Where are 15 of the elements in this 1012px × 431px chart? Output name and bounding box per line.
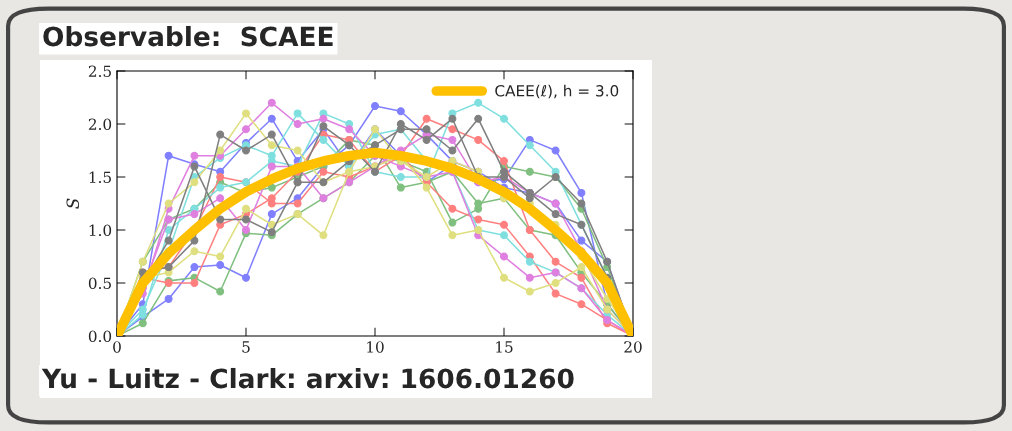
chart-title: Observable: SCAEE <box>43 25 333 47</box>
text: Yu - Luitz - Clark: arxiv: 1606.01260 <box>41 367 574 389</box>
y-tick-label: 2.0 <box>88 118 112 131</box>
y-tick-label: 0.5 <box>88 277 111 290</box>
y-tick-label: 0.0 <box>88 330 112 343</box>
y-tick-label: 2.5 <box>88 65 111 78</box>
legend-label: CAEE(ℓ), h = 3.0 <box>495 84 619 99</box>
x-tick-label: 5 <box>242 341 250 353</box>
y-axis-title: S <box>66 198 80 209</box>
x-tick-label: 15 <box>496 341 513 353</box>
x-tick-label: 20 <box>624 341 642 353</box>
x-tick-label: 0 <box>113 341 121 353</box>
y-tick-label: 1.5 <box>89 171 111 184</box>
x-tick-label: 10 <box>367 341 384 353</box>
y-tick-label: 1.0 <box>89 224 112 237</box>
